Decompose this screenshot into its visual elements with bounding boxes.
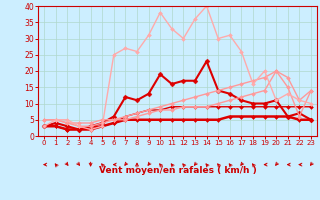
X-axis label: Vent moyen/en rafales ( km/h ): Vent moyen/en rafales ( km/h ) [99,166,256,175]
